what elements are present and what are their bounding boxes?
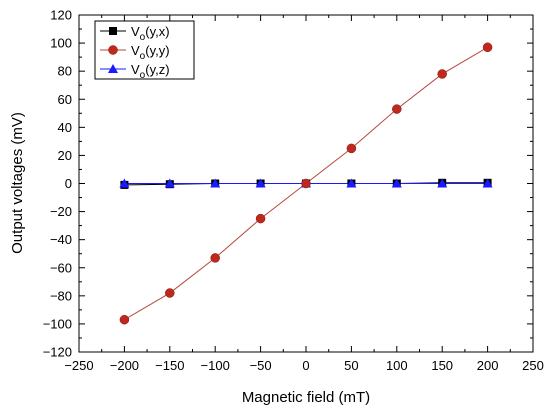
y-axis-title: Output voltages (mV) <box>9 112 26 254</box>
x-tick-label: 150 <box>431 358 453 373</box>
data-point-triangle <box>119 178 130 188</box>
data-point-circle <box>210 253 220 263</box>
data-point-circle <box>255 213 266 224</box>
y-tick-label: −120 <box>43 345 72 360</box>
data-point-circle <box>392 104 402 114</box>
x-tick-label: −150 <box>155 358 184 373</box>
x-tick-label: −250 <box>64 358 93 373</box>
y-tick-label: −40 <box>50 232 72 247</box>
x-tick-label: 250 <box>522 358 544 373</box>
data-point-triangle <box>482 178 493 188</box>
legend-label: Vo(y,y) <box>131 43 170 62</box>
series-markers <box>119 42 493 325</box>
y-tick-label: −80 <box>50 288 72 303</box>
ticks: −250 −200 −150 −100 −50 0 50 100 150 200 250−120−1… <box>43 8 544 374</box>
data-point-circle <box>119 314 130 325</box>
legend-label: Vo(y,x) <box>131 24 170 43</box>
data-point-circle <box>346 143 357 154</box>
legend-marker-triangle <box>108 64 118 73</box>
x-axis-title: Magnetic field (mT) <box>242 389 370 406</box>
x-tick-label: −50 <box>250 358 272 373</box>
legend-marker-square <box>109 27 117 35</box>
data-point-triangle <box>391 178 402 188</box>
data-point-triangle <box>164 178 175 188</box>
x-tick-label: 200 <box>477 358 499 373</box>
y-tick-label: 80 <box>58 64 72 79</box>
x-tick-label: 50 <box>344 358 358 373</box>
y-tick-label: 120 <box>50 8 72 23</box>
data-point-circle <box>165 288 175 298</box>
data-point-circle <box>437 69 447 79</box>
data-point-triangle <box>255 178 266 188</box>
data-point-triangle <box>437 178 448 188</box>
legend: Vo(y,x)Vo(y,y)Vo(y,z) <box>94 20 195 81</box>
y-tick-label: −60 <box>50 260 72 275</box>
data-point-triangle <box>346 178 357 188</box>
y-tick-label: 60 <box>58 92 72 107</box>
y-tick-label: 40 <box>58 120 72 135</box>
y-tick-label: −100 <box>43 316 72 331</box>
x-tick-label: −200 <box>110 358 139 373</box>
y-tick-label: 0 <box>65 176 72 191</box>
y-tick-label: 100 <box>50 36 72 51</box>
y-tick-label: 20 <box>58 148 72 163</box>
data-point-circle <box>301 178 311 189</box>
legend-label: Vo(y,z) <box>131 62 170 81</box>
data-point-triangle <box>210 178 221 188</box>
y-tick-label: −20 <box>50 204 72 219</box>
x-tick-label: 100 <box>386 358 408 373</box>
x-tick-label: 0 <box>302 358 309 373</box>
legend-marker-circle <box>108 45 118 55</box>
x-tick-label: −100 <box>201 358 230 373</box>
data-point-circle <box>482 42 493 53</box>
